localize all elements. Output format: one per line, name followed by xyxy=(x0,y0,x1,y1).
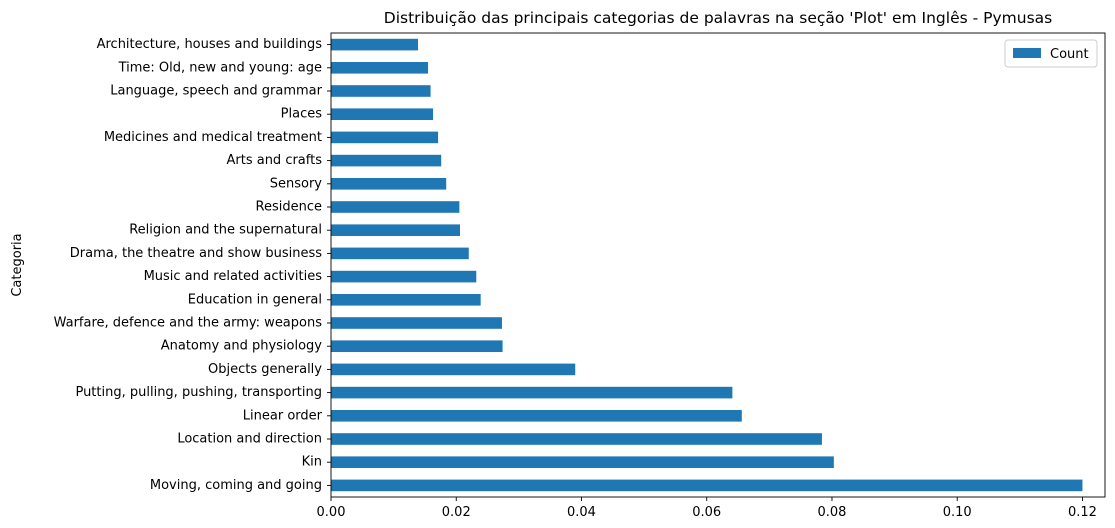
y-tick-label: Residence xyxy=(256,200,322,215)
legend-entry-count: Count xyxy=(1050,47,1089,62)
x-tick-label: 0.10 xyxy=(943,505,972,520)
bar-10 xyxy=(331,247,469,260)
bar-3 xyxy=(331,410,742,422)
y-tick-label: Linear order xyxy=(243,408,323,423)
y-tick-label: Moving, coming and going xyxy=(150,478,322,493)
x-tick-label: 0.04 xyxy=(567,505,596,520)
y-tick-label: Sensory xyxy=(270,176,323,191)
bar-1 xyxy=(331,456,834,468)
y-tick-label: Religion and the supernatural xyxy=(129,223,322,238)
bar-8 xyxy=(331,294,481,306)
y-tick-label: Warfare, defence and the army: weapons xyxy=(54,316,323,331)
legend-swatch xyxy=(1013,48,1041,58)
x-tick-label: 0.00 xyxy=(317,505,346,520)
y-tick-label: Objects generally xyxy=(208,362,322,377)
y-tick-label: Drama, the theatre and show business xyxy=(70,246,322,261)
y-tick-label: Places xyxy=(281,107,323,122)
y-tick-label: Kin xyxy=(302,455,322,470)
y-tick-label: Putting, pulling, pushing, transporting xyxy=(75,385,322,400)
legend-box xyxy=(1004,39,1098,68)
bar-12 xyxy=(331,201,460,213)
x-tick-label: 0.12 xyxy=(1068,505,1097,520)
x-tick-label: 0.02 xyxy=(442,505,471,520)
y-tick-label: Location and direction xyxy=(177,432,322,447)
chart-title: Distribuição das principais categorias d… xyxy=(384,9,1052,27)
y-tick-label: Architecture, houses and buildings xyxy=(97,37,323,52)
y-axis-label: Categoria xyxy=(10,233,25,296)
bar-2 xyxy=(331,433,822,445)
bars-group xyxy=(331,38,1083,492)
y-tick-label: Anatomy and physiology xyxy=(161,339,323,354)
y-tick-label: Music and related activities xyxy=(144,269,323,284)
bar-19 xyxy=(331,38,419,51)
bar-14 xyxy=(331,154,442,167)
x-tick-label: 0.06 xyxy=(692,505,721,520)
legend: Count xyxy=(1004,39,1098,68)
plot-frame xyxy=(330,32,1106,498)
bar-18 xyxy=(331,62,429,74)
y-tick-label: Language, speech and grammar xyxy=(110,84,322,99)
bar-17 xyxy=(331,85,431,97)
bar-0 xyxy=(331,479,1083,492)
x-axis-ticks: 0.00 0.02 0.04 0.06 0.08 0.10 0.12 xyxy=(317,497,1097,520)
bar-13 xyxy=(331,178,447,190)
bar-16 xyxy=(331,108,434,120)
y-tick-label: Medicines and medical treatment xyxy=(104,130,322,145)
bar-5 xyxy=(331,363,576,376)
y-tick-label: Education in general xyxy=(188,292,322,307)
bar-4 xyxy=(331,386,733,399)
bar-7 xyxy=(331,317,502,329)
x-tick-label: 0.08 xyxy=(817,505,846,520)
bar-6 xyxy=(331,340,503,352)
bar-15 xyxy=(331,131,439,144)
y-tick-label: Arts and crafts xyxy=(226,153,322,168)
bar-9 xyxy=(331,270,477,283)
y-tick-label: Time: Old, new and young: age xyxy=(118,60,322,75)
bar-11 xyxy=(331,224,460,236)
y-axis-ticks: Moving, coming and going Kin Location and … xyxy=(54,37,331,493)
